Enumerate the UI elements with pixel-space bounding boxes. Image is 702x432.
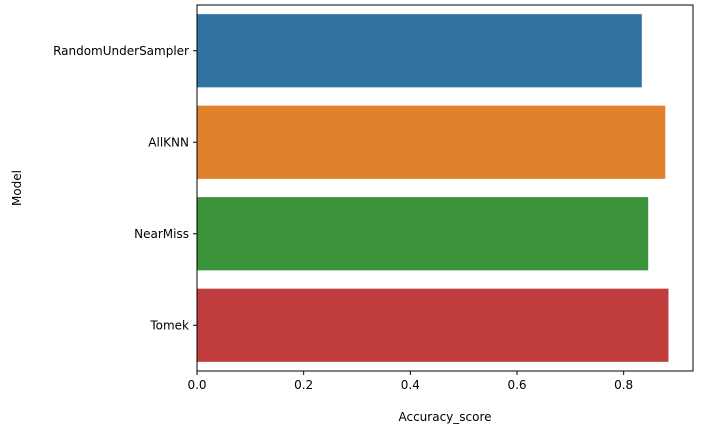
bar-nearmiss bbox=[197, 197, 649, 271]
bar-allknn bbox=[197, 105, 666, 179]
y-tick-label-tomek: Tomek bbox=[149, 318, 189, 332]
x-tick-label: 0.2 bbox=[294, 378, 313, 392]
x-tick-label: 0.0 bbox=[187, 378, 206, 392]
x-tick-label: 0.8 bbox=[614, 378, 633, 392]
y-tick-label-randomundersampler: RandomUnderSampler bbox=[53, 44, 189, 58]
plot-frame bbox=[196, 4, 694, 372]
y-axis-label: Model bbox=[10, 170, 24, 206]
y-tick-label-nearmiss: NearMiss bbox=[134, 227, 189, 241]
x-axis-label: Accuracy_score bbox=[398, 410, 491, 424]
bar-randomundersampler bbox=[197, 14, 642, 88]
x-tick-label: 0.6 bbox=[507, 378, 526, 392]
bar-tomek bbox=[197, 288, 669, 362]
x-tick-label: 0.4 bbox=[401, 378, 420, 392]
bars-group bbox=[197, 14, 669, 362]
y-axis-ticks: RandomUnderSampler AllKNN NearMiss Tomek bbox=[53, 44, 197, 332]
x-axis-ticks: 0.0 0.2 0.4 0.6 0.8 bbox=[187, 371, 633, 392]
y-tick-label-allknn: AllKNN bbox=[148, 135, 189, 149]
